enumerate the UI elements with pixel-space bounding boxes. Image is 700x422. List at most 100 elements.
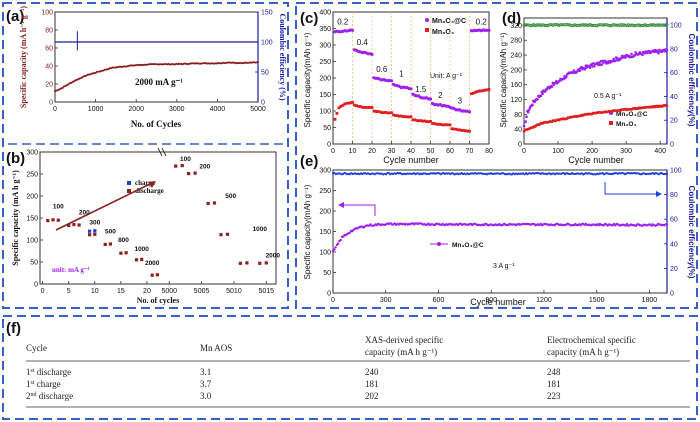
panel-label-d: (d) [502,10,521,27]
mn3o4-point [444,123,448,127]
mn3o4-point [368,106,372,109]
mn3o4-point [487,87,491,91]
mn3o4-point [357,105,360,108]
y2-tick-label: 100 [670,23,682,30]
y-tick-label: 80 [45,28,53,35]
rate-label: 800 [118,237,129,244]
x-tick-label: 5015 [259,288,275,295]
x-tick-label: 600 [433,297,445,304]
mn3o4c-point [588,66,592,69]
mn3o4c-point [331,250,335,253]
ticks: 0 100 200 300 400 0 40 80 120 160 200 240 280 320 0 20 4… [510,23,681,155]
x-tick-label: 70 [466,148,474,155]
mn3o4-point [366,106,370,109]
frame-right [295,2,698,309]
mn3o4-point [470,92,473,96]
legend-discharge: discharge [135,187,164,195]
mn3o4c-point [531,103,534,106]
charge-point [88,229,92,233]
discharge-point [264,261,268,265]
mn3o4c-point [614,59,617,63]
discharge-point [212,201,217,205]
y2-tick-label: 40 [670,241,678,248]
y2-tick-label: 0 [670,291,674,298]
efficiency-point [665,23,669,27]
discharge-point [51,218,55,222]
mn3o4c-point [524,120,527,123]
mn3o4c-point [337,242,340,245]
discharge-point [88,233,92,237]
mn3o4-point [448,123,452,127]
mn3o4-point [358,105,362,108]
mn3o4c-point [543,90,547,93]
mn3o4-point [468,129,471,133]
y-tick-label: 300 [26,150,38,157]
rate-label: 0.2 [476,18,488,27]
col-echem-2: capacity (mA h g⁻¹) [547,347,619,357]
y-tick-label: 100 [26,238,38,245]
mn3o4-point [397,114,401,118]
mn3o4-point [337,106,341,110]
mn3o4c-point [334,246,337,249]
discharge-point [67,223,71,228]
mn3o4-point [436,122,440,126]
discharge-point [134,258,139,262]
y-tick-label: 250 [26,172,38,179]
mn3o4-point [472,91,475,95]
mn3o4-point [460,129,464,132]
y-tick-label: 150 [319,229,331,236]
mn3o4-point [425,120,428,123]
discharge-point [187,172,191,176]
mn3o4-point [360,105,364,109]
cap-arrow [342,204,376,216]
frame-left [2,2,289,309]
mn3o4-point [333,117,337,121]
mn3o4-point [446,123,450,127]
discharge-point [124,251,128,255]
discharge-point [193,171,197,175]
xlabel: Cycle number [568,155,624,165]
mn3o4-point [419,119,423,122]
panel-f-table: Cycle Mn AOS XAS-derived specific capaci… [26,335,690,408]
y-tick-label: 200 [510,67,522,74]
legend-marker-2 [425,28,429,32]
unit-note: Unit: A g⁻¹ [430,73,463,80]
mn3o4c-point [646,51,649,55]
marks [54,31,259,93]
mn3o4c-point [539,94,543,98]
efficiency-point [664,23,668,27]
marks [333,28,491,133]
rate-label: 500 [225,193,236,200]
mn3o4c-point [641,53,644,57]
capacity-point [70,81,73,84]
mn3o4-point [411,118,415,122]
y-tick-label: 200 [26,194,38,201]
eff-arrow-head [656,191,662,197]
y-tick-label: 0 [34,282,38,289]
y2-tick-label: 40 [670,94,678,101]
y2-tick-label: 60 [670,217,678,224]
charge-point [93,229,97,233]
mn3o4-point [374,110,378,113]
mn3o4c-point [592,65,596,68]
mn3o4-point [341,103,345,107]
y-tick-label: 400 [319,10,331,17]
y-tick-label: 100 [319,109,331,116]
mn3o4c-point [572,69,576,72]
x-tick-label: 0 [53,106,57,113]
x-tick-label: 5000 [161,288,177,295]
mn3o4c-point [600,63,604,66]
mn3o4-point [417,119,421,123]
discharge-point [46,219,50,223]
mn3o4-point [534,125,537,128]
mn3o4-point [483,88,487,92]
discharge-point [219,233,223,237]
mn3o4-point [343,102,347,106]
y2-tick-label: 100 [261,40,273,47]
cap-arrow-head [338,202,344,208]
ordinal-num: 1 [26,379,31,389]
discharge-point [258,261,262,265]
y-tick-label: 350 [319,26,331,33]
mn3o4c-point [533,100,537,103]
